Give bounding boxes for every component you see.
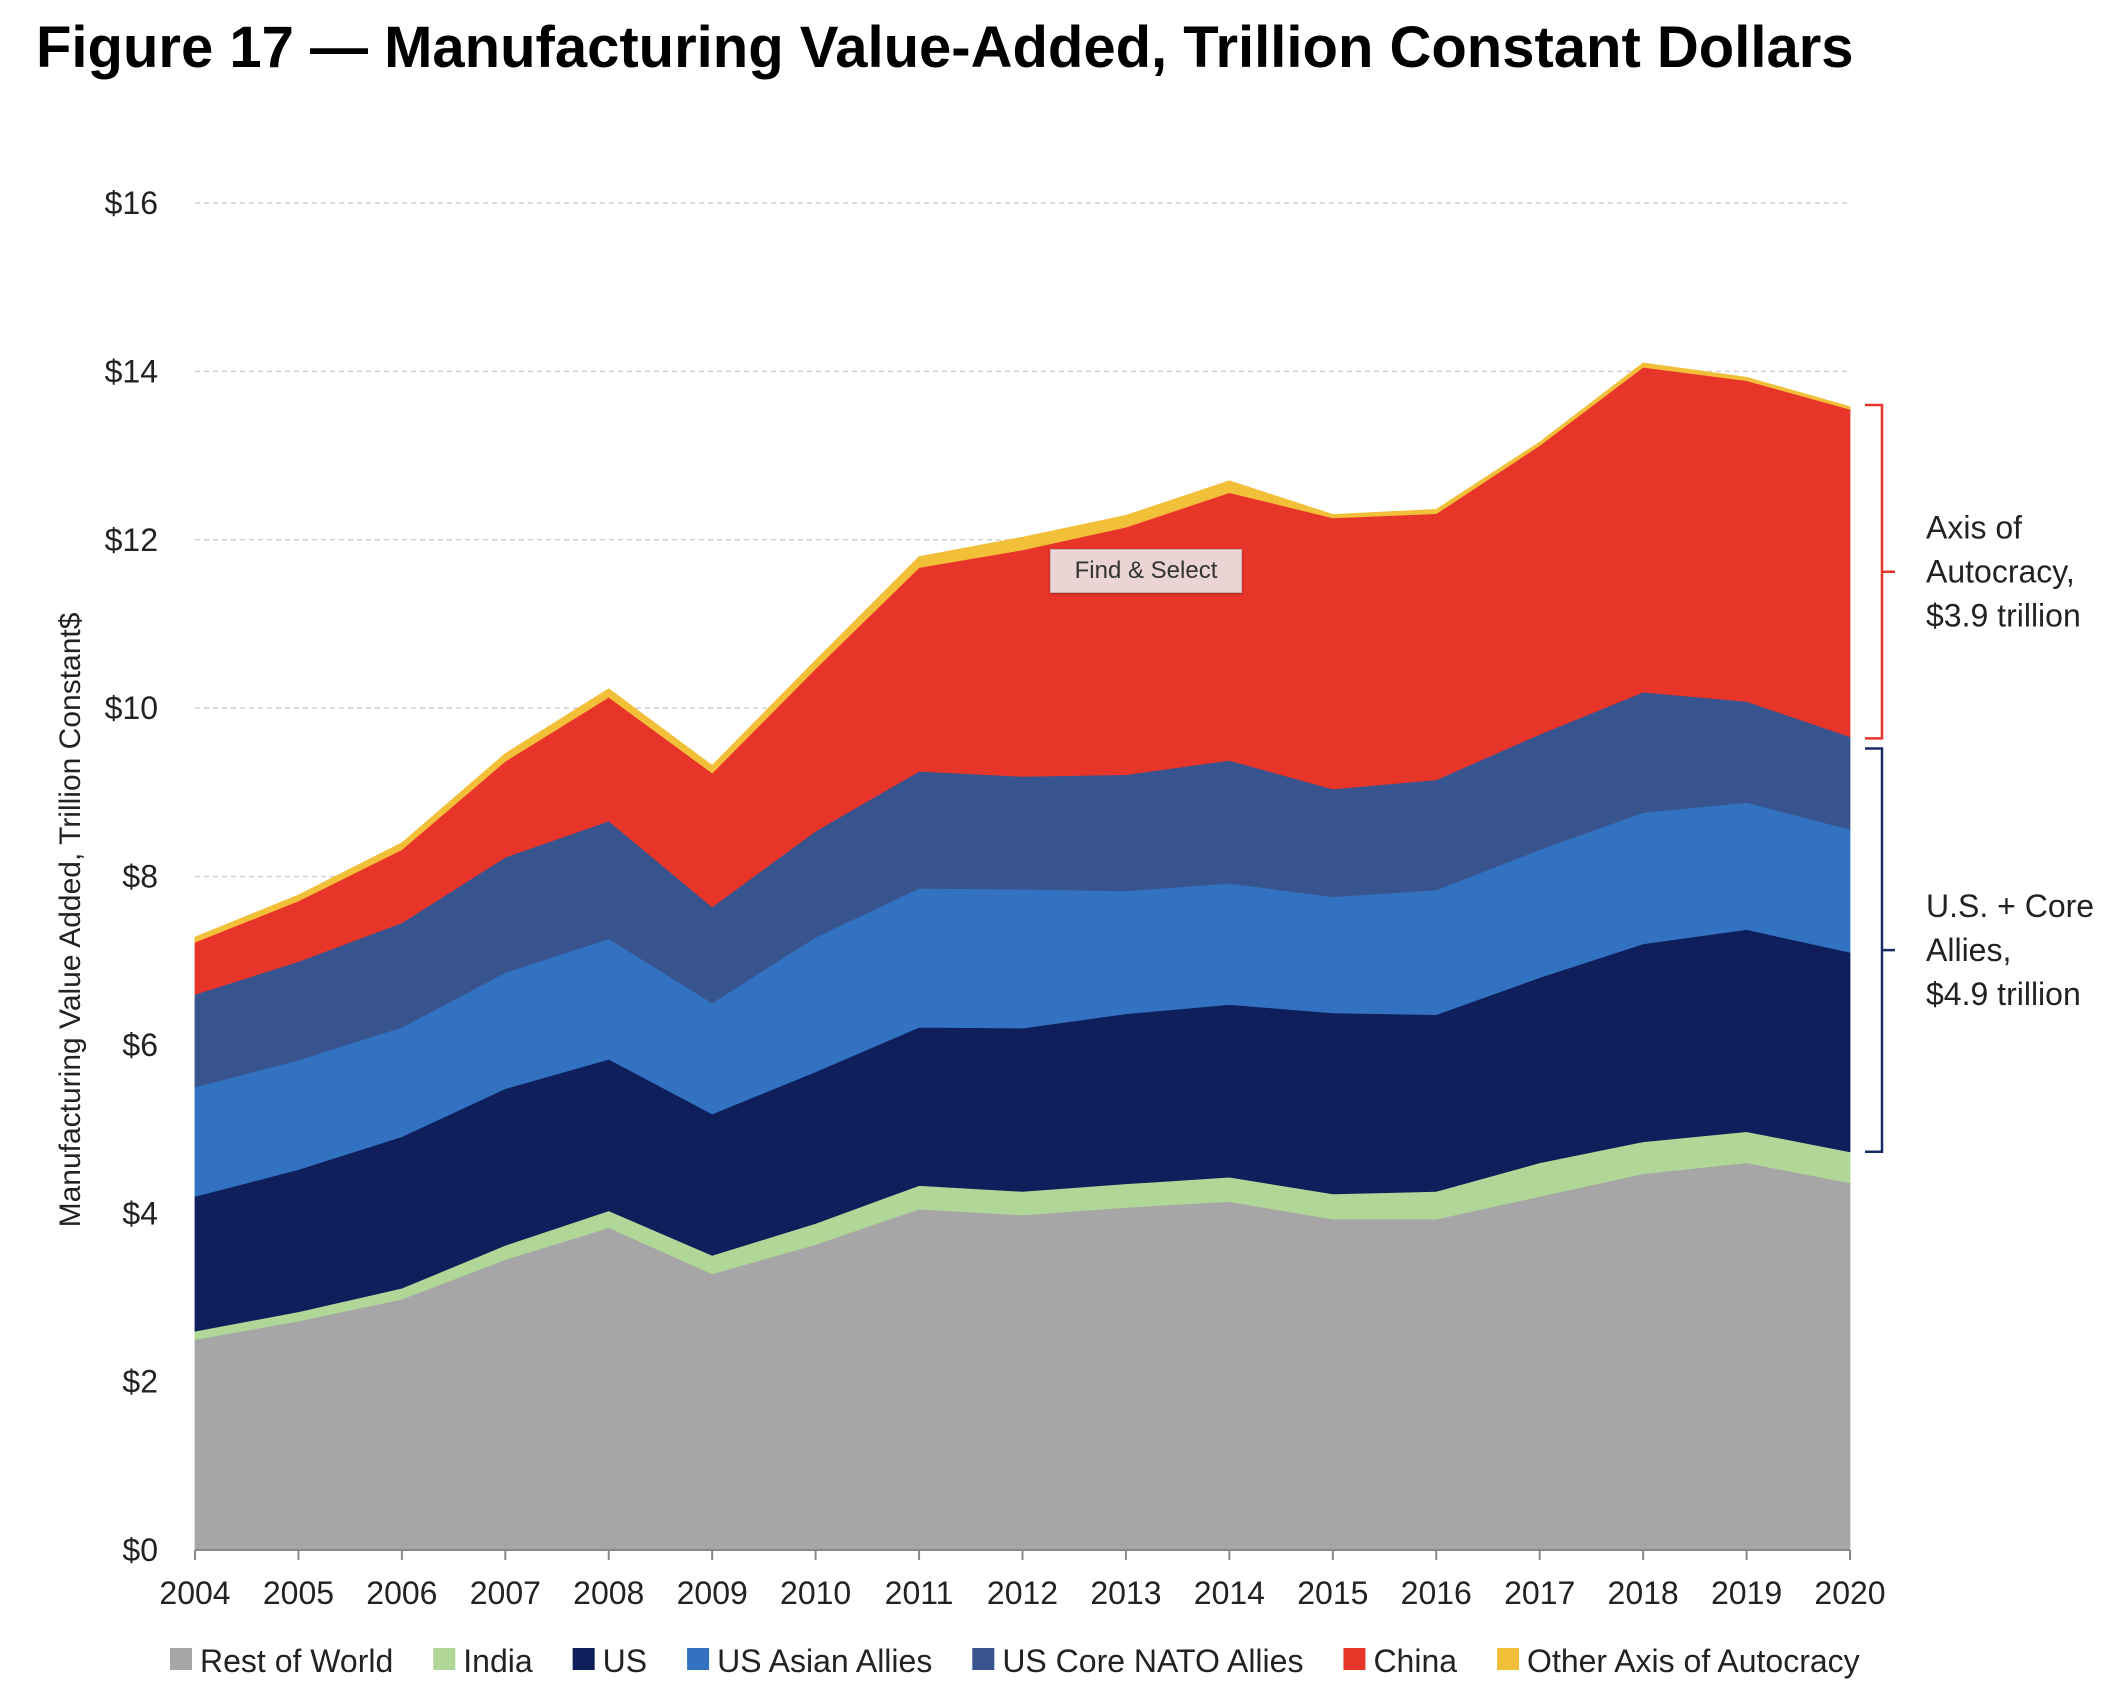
legend: Rest of World India US US Asian Allies US Co… [170, 1643, 1860, 1679]
y-tick-label: $0 [122, 1532, 158, 1568]
x-tick-label: 2017 [1504, 1575, 1575, 1611]
y-tick-label: $12 [105, 522, 158, 558]
x-tick-label: 2012 [987, 1575, 1058, 1611]
y-axis-title: Manufacturing Value Added, Trillion Cons… [54, 612, 87, 1227]
legend-swatch-rest-of-world [170, 1648, 192, 1670]
x-tick-label: 2005 [263, 1575, 334, 1611]
legend-label-other-axis-of-autocracy: Other Axis of Autocracy [1527, 1643, 1860, 1679]
bracket-2 [1865, 747, 1895, 1154]
x-tick-label: 2007 [470, 1575, 541, 1611]
legend-swatch-other-axis-of-autocracy [1497, 1648, 1520, 1670]
legend-swatch-us-core-nato-allies [972, 1648, 995, 1670]
y-tick-label: $10 [105, 690, 158, 726]
figure-title: Figure 17 — Manufacturing Value-Added, T… [36, 15, 1854, 80]
y-tick-label: $4 [122, 1195, 158, 1231]
x-tick-label: 2004 [159, 1575, 230, 1611]
x-tick-label: 2020 [1814, 1575, 1885, 1611]
legend-swatch-us [572, 1648, 595, 1670]
legend-swatch-us-asian-allies [687, 1648, 710, 1670]
legend-label-us: US [603, 1643, 647, 1679]
find-select-tooltip: Find & Select [1050, 549, 1242, 593]
legend-label-us-core-nato-allies: US Core NATO Allies [1002, 1643, 1303, 1679]
x-tick-label: 2018 [1608, 1575, 1679, 1611]
legend-label-us-asian-allies: US Asian Allies [717, 1643, 932, 1679]
x-tick-label: 2010 [780, 1575, 851, 1611]
bracket-label-line: Autocracy, [1926, 554, 2075, 590]
bracket-annotations: Axis of Autocracy, $3.9 trillion U.S. + Cor… [1865, 403, 2094, 1154]
bracket-1 [1865, 403, 1895, 740]
bracket-label-line: U.S. + Core [1926, 888, 2094, 924]
y-tick-label: $16 [105, 185, 158, 221]
bracket-label-line: Axis of [1926, 510, 2022, 546]
x-tick-label: 2014 [1194, 1575, 1265, 1611]
y-tick-label: $14 [105, 353, 158, 389]
x-tick-label: 2008 [573, 1575, 644, 1611]
legend-swatch-india [433, 1648, 456, 1670]
y-tick-label: $8 [122, 859, 158, 895]
legend-swatch-china [1343, 1648, 1366, 1670]
y-tick-label: $6 [122, 1027, 158, 1063]
x-tick-label: 2011 [885, 1575, 954, 1611]
legend-label-india: India [463, 1643, 533, 1679]
bracket-label-line: $3.9 trillion [1926, 598, 2081, 634]
x-tick-label: 2019 [1711, 1575, 1782, 1611]
x-tick-label: 2015 [1297, 1575, 1368, 1611]
y-tick-label: $2 [122, 1364, 158, 1400]
y-axis: $0 $2 $4 $6 $8 $10 $12 $14 $16 [105, 185, 158, 1568]
area-other-axis-of-autocracy [194, 362, 1851, 943]
bracket-label-line: $4.9 trillion [1926, 976, 2081, 1012]
bracket-label-line: Allies, [1926, 932, 2011, 968]
x-tick-label: 2009 [677, 1575, 748, 1611]
x-axis: 2004 2005 2006 2007 2008 2009 2010 2011 2012 2013… [159, 1549, 1886, 1611]
x-tick-label: 2016 [1401, 1575, 1472, 1611]
x-tick-label: 2013 [1090, 1575, 1161, 1611]
series-areas [194, 362, 1851, 1551]
legend-label-china: China [1373, 1643, 1457, 1679]
legend-label-rest-of-world: Rest of World [200, 1643, 393, 1679]
x-tick-label: 2006 [366, 1575, 437, 1611]
